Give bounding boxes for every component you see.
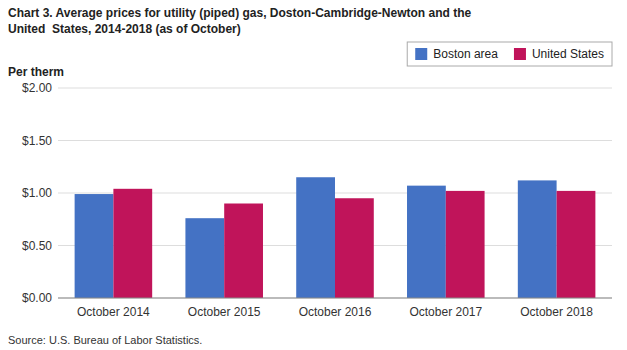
bar: [335, 198, 374, 298]
x-tick-label: October 2016: [299, 305, 372, 319]
bars: [75, 177, 596, 298]
x-tick-label: October 2018: [520, 305, 593, 319]
x-tick-label: October 2017: [409, 305, 482, 319]
legend-swatch: [415, 48, 427, 60]
y-tick-label: $0.00: [22, 291, 52, 305]
bar: [518, 180, 557, 298]
bar: [113, 189, 152, 298]
chart: Chart 3. Average prices for utility (pip…: [0, 0, 627, 350]
legend-swatch: [514, 48, 526, 60]
bar: [557, 191, 596, 298]
title: Chart 3. Average prices for utility (pip…: [8, 6, 471, 20]
y-tick-label: $0.50: [22, 239, 52, 253]
legend-label: United States: [532, 47, 604, 61]
bar: [296, 177, 335, 298]
bar: [224, 204, 263, 299]
subtitle: United States, 2014-2018 (as of October): [8, 22, 241, 36]
x-tick-label: October 2014: [77, 305, 150, 319]
grid-line: [58, 140, 612, 141]
bar: [446, 191, 485, 298]
grid-line: [58, 298, 612, 299]
y-tick-label: $2.00: [22, 81, 52, 95]
y-tick-label: $1.50: [22, 134, 52, 148]
legend: Boston area United States: [407, 42, 612, 66]
y-tick-label: $1.00: [22, 186, 52, 200]
y-axis-label: Per therm: [8, 65, 64, 79]
bar: [407, 186, 446, 298]
grid: [58, 88, 612, 298]
bar: [75, 194, 114, 298]
legend-frame: [407, 42, 612, 66]
x-axis-line: [58, 298, 612, 299]
source: Source: U.S. Bureau of Labor Statistics.: [8, 334, 202, 346]
x-tick-label: October 2015: [188, 305, 261, 319]
legend-label: Boston area: [433, 47, 498, 61]
grid-line: [58, 88, 612, 89]
bar: [185, 218, 224, 298]
